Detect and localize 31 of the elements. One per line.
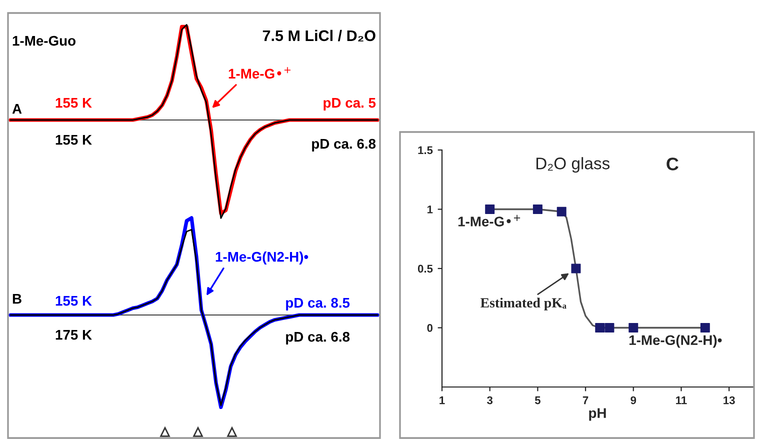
x-tick-label: 11 <box>676 396 687 404</box>
x-tick-label: 7 <box>582 396 588 404</box>
annotation: A <box>12 104 22 114</box>
annotation: B <box>12 294 22 304</box>
annotation: 1-Me-Guo <box>12 36 76 46</box>
x-axis-title: pH <box>589 408 606 421</box>
x-tick-label: 5 <box>534 396 540 404</box>
x-tick-label: 1 <box>440 396 445 404</box>
annotation: 7.5 M LiCl / D₂O <box>262 30 376 42</box>
y-tick-label: 1.5 <box>418 146 433 154</box>
annotation: pD ca. 8.5 <box>286 298 350 310</box>
annotation: 1-Me-G(N2-H)• <box>216 252 308 264</box>
annotation: pD ca. 6.8 <box>312 138 376 152</box>
x-tick-label: 3 <box>487 396 493 404</box>
annotation: 155 K <box>56 135 92 145</box>
y-tick-label: 0.5 <box>418 264 433 273</box>
annotation: 155 K <box>56 296 92 306</box>
annotation: 1-Me-G•$^{+}$ <box>228 67 291 79</box>
x-tick-label: 9 <box>630 396 636 404</box>
annotation: C <box>666 158 678 170</box>
annotation: 175 K <box>56 330 92 340</box>
annotation: 1-Me-G(N2-H)• <box>629 334 722 348</box>
y-tick-label: 1 <box>427 206 433 214</box>
x-tick-label: 13 <box>724 396 735 404</box>
y-tick-label: 0 <box>427 324 433 332</box>
annotation: pD ca. 6.8 <box>286 332 350 344</box>
chart-title: D₂O glass <box>536 157 610 173</box>
annotation: 1-Me-G•$^{+}$ <box>458 214 520 226</box>
annotation: 155 K <box>56 98 92 108</box>
annotation: pD ca. 5 <box>324 98 376 110</box>
annotation: Estimated pKₐ <box>480 298 566 310</box>
